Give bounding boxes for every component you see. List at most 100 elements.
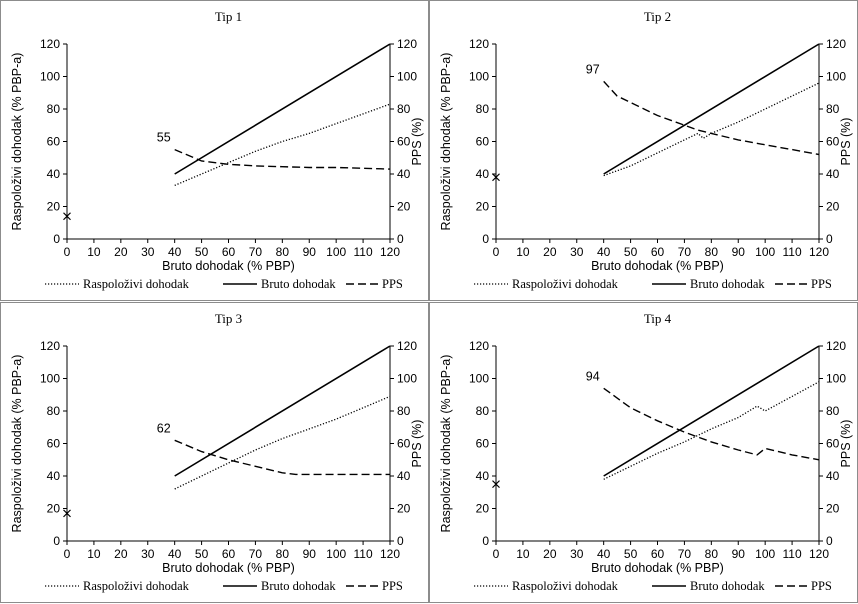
y2-tick-label: 20 <box>826 200 840 214</box>
y-tick-label: 0 <box>482 232 489 246</box>
x-tick-label: 110 <box>354 547 373 561</box>
y-tick-label: 80 <box>47 102 61 116</box>
raspolozivi-dohodak-series-line <box>174 395 391 490</box>
x-tick-label: 60 <box>222 547 236 561</box>
y2-tick-label: 40 <box>397 167 411 181</box>
y-tick-label: 120 <box>469 37 489 51</box>
x-tick-label: 120 <box>380 547 400 561</box>
legend-label: Raspoloživi dohodak <box>83 277 190 291</box>
bruto-dohodak-series-line <box>603 345 820 477</box>
x-tick-label: 110 <box>783 245 802 259</box>
y-axis-label: Raspoloživi dohodak (% PBP-a) <box>10 53 24 231</box>
raspolozivi-dohodak-series-line <box>603 381 820 480</box>
y2-tick-label: 80 <box>397 404 411 418</box>
x-tick-label: 90 <box>303 547 317 561</box>
x-tick-label: 120 <box>380 245 400 259</box>
x-tick-label: 20 <box>114 547 128 561</box>
y-tick-label: 80 <box>476 404 490 418</box>
y2-tick-label: 20 <box>397 502 411 516</box>
y-tick-label: 40 <box>47 167 61 181</box>
y2-axis-label: PPS (%) <box>410 118 424 166</box>
pps-start-annotation: 97 <box>586 62 600 76</box>
y2-tick-label: 80 <box>397 102 411 116</box>
cross-stroke <box>63 212 71 221</box>
chart-panel-2: Tip 2 0 20 40 60 80 100 120 0 20 40 60 80 100 120 0 10 20… <box>429 0 858 301</box>
x-axis-label: Bruto dohodak (% PBP) <box>162 259 295 273</box>
x-tick-label: 0 <box>493 245 500 259</box>
y-axis-label: Raspoloživi dohodak (% PBP-a) <box>10 355 24 533</box>
y-tick-label: 20 <box>476 200 490 214</box>
y2-tick-label: 80 <box>826 102 840 116</box>
x-tick-label: 120 <box>809 245 829 259</box>
y-tick-label: 60 <box>476 135 490 149</box>
y2-tick-label: 0 <box>397 534 404 548</box>
x-tick-label: 90 <box>732 245 746 259</box>
chart-panel-1: Tip 1 0 20 40 60 80 100 120 0 20 40 60 80 100 120 0 10 20… <box>0 0 429 301</box>
x-tick-label: 100 <box>755 547 775 561</box>
chart-title: Tip 1 <box>215 9 242 24</box>
y-tick-label: 60 <box>47 437 61 451</box>
y2-tick-label: 100 <box>826 70 846 84</box>
x-tick-label: 40 <box>597 245 611 259</box>
y2-tick-label: 60 <box>826 135 840 149</box>
cross-stroke <box>492 173 500 182</box>
legend-label: Bruto dohodak <box>261 579 336 593</box>
y2-tick-label: 120 <box>397 37 417 51</box>
x-tick-label: 50 <box>624 245 638 259</box>
x-tick-label: 70 <box>249 547 263 561</box>
x-tick-label: 10 <box>516 245 530 259</box>
legend-label: Bruto dohodak <box>261 277 336 291</box>
x-tick-label: 50 <box>624 547 638 561</box>
x-tick-label: 90 <box>732 547 746 561</box>
x-axis-label: Bruto dohodak (% PBP) <box>162 561 295 575</box>
chart-panel-4: Tip 4 0 20 40 60 80 100 120 0 20 40 60 80 100 120 0 10 20… <box>429 302 858 603</box>
bruto-dohodak-series-line <box>174 43 391 175</box>
legend-label: PPS <box>811 277 832 291</box>
y-tick-label: 100 <box>469 372 489 386</box>
x-tick-label: 10 <box>87 245 101 259</box>
y2-tick-label: 120 <box>826 339 846 353</box>
x-tick-label: 120 <box>809 547 829 561</box>
bruto-dohodak-series-line <box>603 43 820 175</box>
cross-stroke <box>63 509 71 518</box>
y2-tick-label: 100 <box>397 372 417 386</box>
y-tick-label: 80 <box>476 102 490 116</box>
x-tick-label: 50 <box>195 547 209 561</box>
x-tick-label: 50 <box>195 245 209 259</box>
pps-series-line <box>174 148 391 170</box>
y-tick-label: 120 <box>40 37 60 51</box>
x-tick-label: 70 <box>249 245 263 259</box>
x-tick-label: 100 <box>755 245 775 259</box>
x-tick-label: 70 <box>678 245 692 259</box>
y-tick-label: 120 <box>469 339 489 353</box>
x-tick-label: 0 <box>64 245 71 259</box>
y2-tick-label: 0 <box>397 232 404 246</box>
y-tick-label: 60 <box>47 135 61 149</box>
y2-axis-label: PPS (%) <box>839 420 853 468</box>
x-tick-label: 10 <box>87 547 101 561</box>
y-axis-label: Raspoloživi dohodak (% PBP-a) <box>439 53 453 231</box>
chart-panel-3: Tip 3 0 20 40 60 80 100 120 0 20 40 60 80 100 120 0 10 20… <box>0 302 429 603</box>
y2-tick-label: 40 <box>826 469 840 483</box>
legend-label: PPS <box>382 579 403 593</box>
y-tick-label: 100 <box>40 70 60 84</box>
chart-title: Tip 2 <box>644 9 671 24</box>
legend-label: Raspoloživi dohodak <box>83 579 190 593</box>
y-tick-label: 40 <box>476 469 490 483</box>
x-tick-label: 80 <box>276 245 290 259</box>
y2-tick-label: 40 <box>826 167 840 181</box>
y-tick-label: 0 <box>53 232 60 246</box>
pps-start-annotation: 62 <box>157 421 171 435</box>
y2-tick-label: 0 <box>826 232 833 246</box>
y-tick-label: 20 <box>47 502 61 516</box>
legend-label: Raspoloživi dohodak <box>512 277 619 291</box>
x-tick-label: 30 <box>570 547 584 561</box>
x-tick-label: 30 <box>570 245 584 259</box>
x-tick-label: 20 <box>543 547 557 561</box>
cross-marker <box>63 212 71 221</box>
y-tick-label: 40 <box>47 469 61 483</box>
y2-axis-label: PPS (%) <box>410 420 424 468</box>
